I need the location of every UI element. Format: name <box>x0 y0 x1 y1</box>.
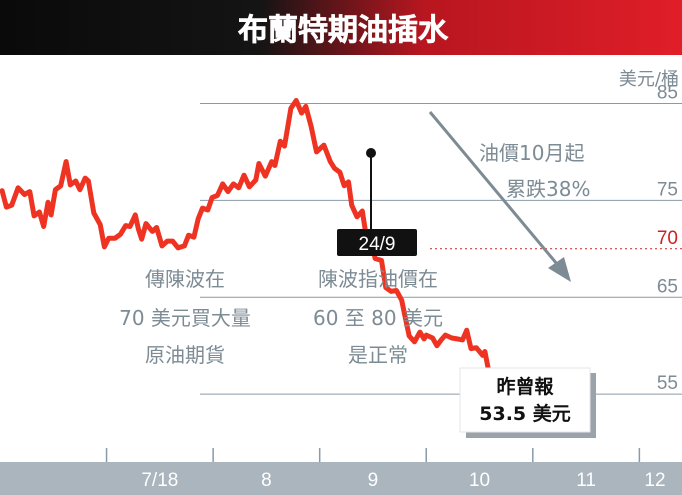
y-tick-85: 85 <box>657 82 678 103</box>
middle-note-line2: 60 至 80 美元 <box>313 306 443 330</box>
trend-annotation-line1: 油價10月起 <box>479 141 584 165</box>
left-note-line1: 傳陳波在 <box>145 267 225 291</box>
peak-marker: 24/9 <box>337 148 417 256</box>
left-note-line3: 原油期貨 <box>145 343 225 367</box>
x-tick-7/18: 7/18 <box>141 470 178 491</box>
trend-arrow <box>428 111 571 282</box>
x-tick-labels: 7/18 8 9 10 11 12 <box>105 448 666 491</box>
trend-annotation-line2: 累跌38% <box>506 177 590 201</box>
latest-price-line1: 昨曾報 <box>496 375 554 398</box>
y-tick-55: 55 <box>657 373 678 394</box>
x-tick-12: 12 <box>644 470 665 491</box>
middle-note-line3: 是正常 <box>348 343 408 367</box>
latest-price-box: 昨曾報 53.5 美元 <box>459 367 596 438</box>
gridlines <box>200 102 682 395</box>
y-unit-label: 美元/桶 <box>619 69 679 90</box>
y-tick-70: 70 <box>657 228 678 249</box>
y-tick-65: 65 <box>657 276 678 297</box>
x-tick-9: 9 <box>368 470 379 491</box>
x-tick-10: 10 <box>469 470 490 491</box>
x-axis-band <box>0 462 682 495</box>
y-tick-labels: 85 75 70 65 55 <box>657 82 678 394</box>
middle-note: 陳波指油價在 60 至 80 美元 是正常 <box>313 267 443 367</box>
trend-annotation: 油價10月起 累跌38% <box>479 141 590 201</box>
y-tick-75: 75 <box>657 179 678 200</box>
x-tick-8: 8 <box>261 470 272 491</box>
left-note: 傳陳波在 70 美元買大量 原油期貨 <box>119 267 251 367</box>
chart-title: 布蘭特期油插水 <box>238 13 449 48</box>
middle-note-line1: 陳波指油價在 <box>318 267 438 291</box>
title-bar <box>0 0 682 55</box>
left-note-line2: 70 美元買大量 <box>119 306 251 330</box>
x-tick-11: 11 <box>576 470 596 491</box>
price-series-line <box>0 98 510 415</box>
peak-date-label: 24/9 <box>359 234 396 255</box>
latest-price-line2: 53.5 美元 <box>479 402 571 425</box>
